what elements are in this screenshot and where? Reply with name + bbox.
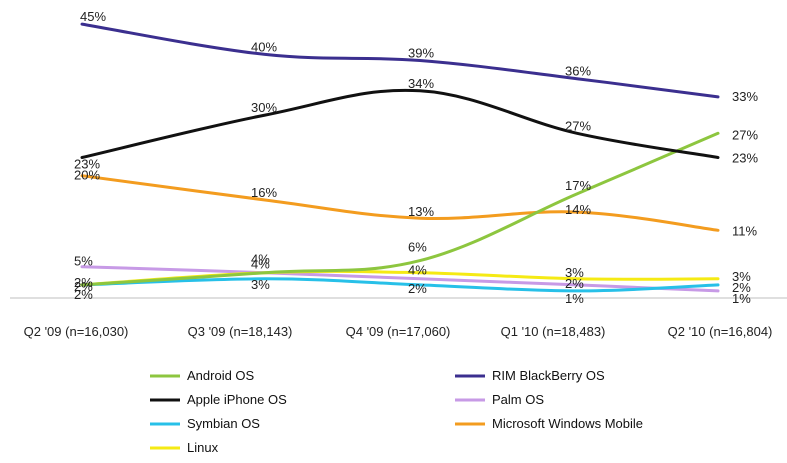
- x-axis-tick-labels: Q2 '09 (n=16,030) Q3 '09 (n=18,143) Q4 '09…: [24, 324, 773, 339]
- data-label-rim-blackberry-os-3: 36%: [565, 64, 591, 79]
- series-line-symbian-os: [80, 277, 720, 293]
- data-label-android-os-4: 27%: [732, 127, 758, 142]
- data-label-android-os-0: 2%: [74, 279, 93, 294]
- legend-label-linux: Linux: [187, 440, 219, 455]
- data-label-android-os-3: 17%: [565, 178, 591, 193]
- data-label-apple-iphone-os-3: 27%: [565, 118, 591, 133]
- data-label-microsoft-windows-mobile-3: 14%: [565, 202, 591, 217]
- series-line-rim-blackberry-os: [80, 22, 720, 99]
- data-label-rim-blackberry-os-1: 40%: [251, 39, 277, 54]
- data-label-linux-2: 4%: [408, 263, 427, 278]
- legend-label-rim-blackberry-os: RIM BlackBerry OS: [492, 368, 605, 383]
- series-line-palm-os: [80, 265, 720, 293]
- data-label-palm-os-0: 5%: [74, 254, 93, 269]
- x-tick-label-3: Q1 '10 (n=18,483): [501, 324, 606, 339]
- legend-label-palm-os: Palm OS: [492, 392, 544, 407]
- x-tick-label-2: Q4 '09 (n=17,060): [346, 324, 451, 339]
- plot-area: 20%16%13% 14%11%5%2%1%2%3% 2%1%2%2%4% 4% 3% 3…: [10, 9, 787, 306]
- legend-label-apple-iphone-os: Apple iPhone OS: [187, 392, 287, 407]
- data-label-linux-4: 3%: [732, 269, 751, 284]
- legend-label-microsoft-windows-mobile: Microsoft Windows Mobile: [492, 416, 643, 431]
- data-label-android-os-2: 6%: [408, 240, 427, 255]
- data-label-rim-blackberry-os-0: 45%: [80, 9, 106, 24]
- data-label-symbian-os-1: 3%: [251, 277, 270, 292]
- data-label-rim-blackberry-os-4: 33%: [732, 89, 758, 104]
- data-label-symbian-os-4: 2%: [732, 280, 751, 295]
- legend-label-android-os: Android OS: [187, 368, 255, 383]
- data-label-symbian-os-3: 1%: [565, 291, 584, 306]
- series-line-android-os: [80, 131, 720, 287]
- data-label-linux-0: 2%: [74, 275, 93, 290]
- data-label-microsoft-windows-mobile-2: 13%: [408, 204, 434, 219]
- series-line-apple-iphone-os: [80, 88, 720, 159]
- data-label-linux-1: 4%: [251, 257, 270, 272]
- data-label-symbian-os-2: 2%: [408, 281, 427, 296]
- legend: Android OS RIM BlackBerry OS Apple iPhone …: [150, 368, 643, 455]
- data-label-apple-iphone-os-1: 30%: [251, 100, 277, 115]
- data-label-android-os-1: 4%: [251, 252, 270, 267]
- data-label-apple-iphone-os-0: 23%: [74, 157, 100, 172]
- legend-label-symbian-os: Symbian OS: [187, 416, 260, 431]
- data-label-microsoft-windows-mobile-1: 16%: [251, 185, 277, 200]
- data-label-symbian-os-0: 2%: [74, 287, 93, 302]
- data-label-linux-3: 3%: [565, 265, 584, 280]
- data-label-apple-iphone-os-2: 34%: [408, 76, 434, 91]
- x-tick-label-4: Q2 '10 (n=16,804): [668, 324, 773, 339]
- data-label-apple-iphone-os-4: 23%: [732, 151, 758, 166]
- data-label-palm-os-3: 2%: [565, 276, 584, 291]
- data-label-microsoft-windows-mobile-4: 11%: [732, 223, 757, 238]
- data-label-rim-blackberry-os-2: 39%: [408, 46, 434, 61]
- series-line-microsoft-windows-mobile: [80, 174, 720, 232]
- x-tick-label-1: Q3 '09 (n=18,143): [188, 324, 293, 339]
- data-label-microsoft-windows-mobile-0: 20%: [74, 168, 100, 183]
- x-tick-label-0: Q2 '09 (n=16,030): [24, 324, 129, 339]
- data-label-palm-os-4: 1%: [732, 291, 751, 306]
